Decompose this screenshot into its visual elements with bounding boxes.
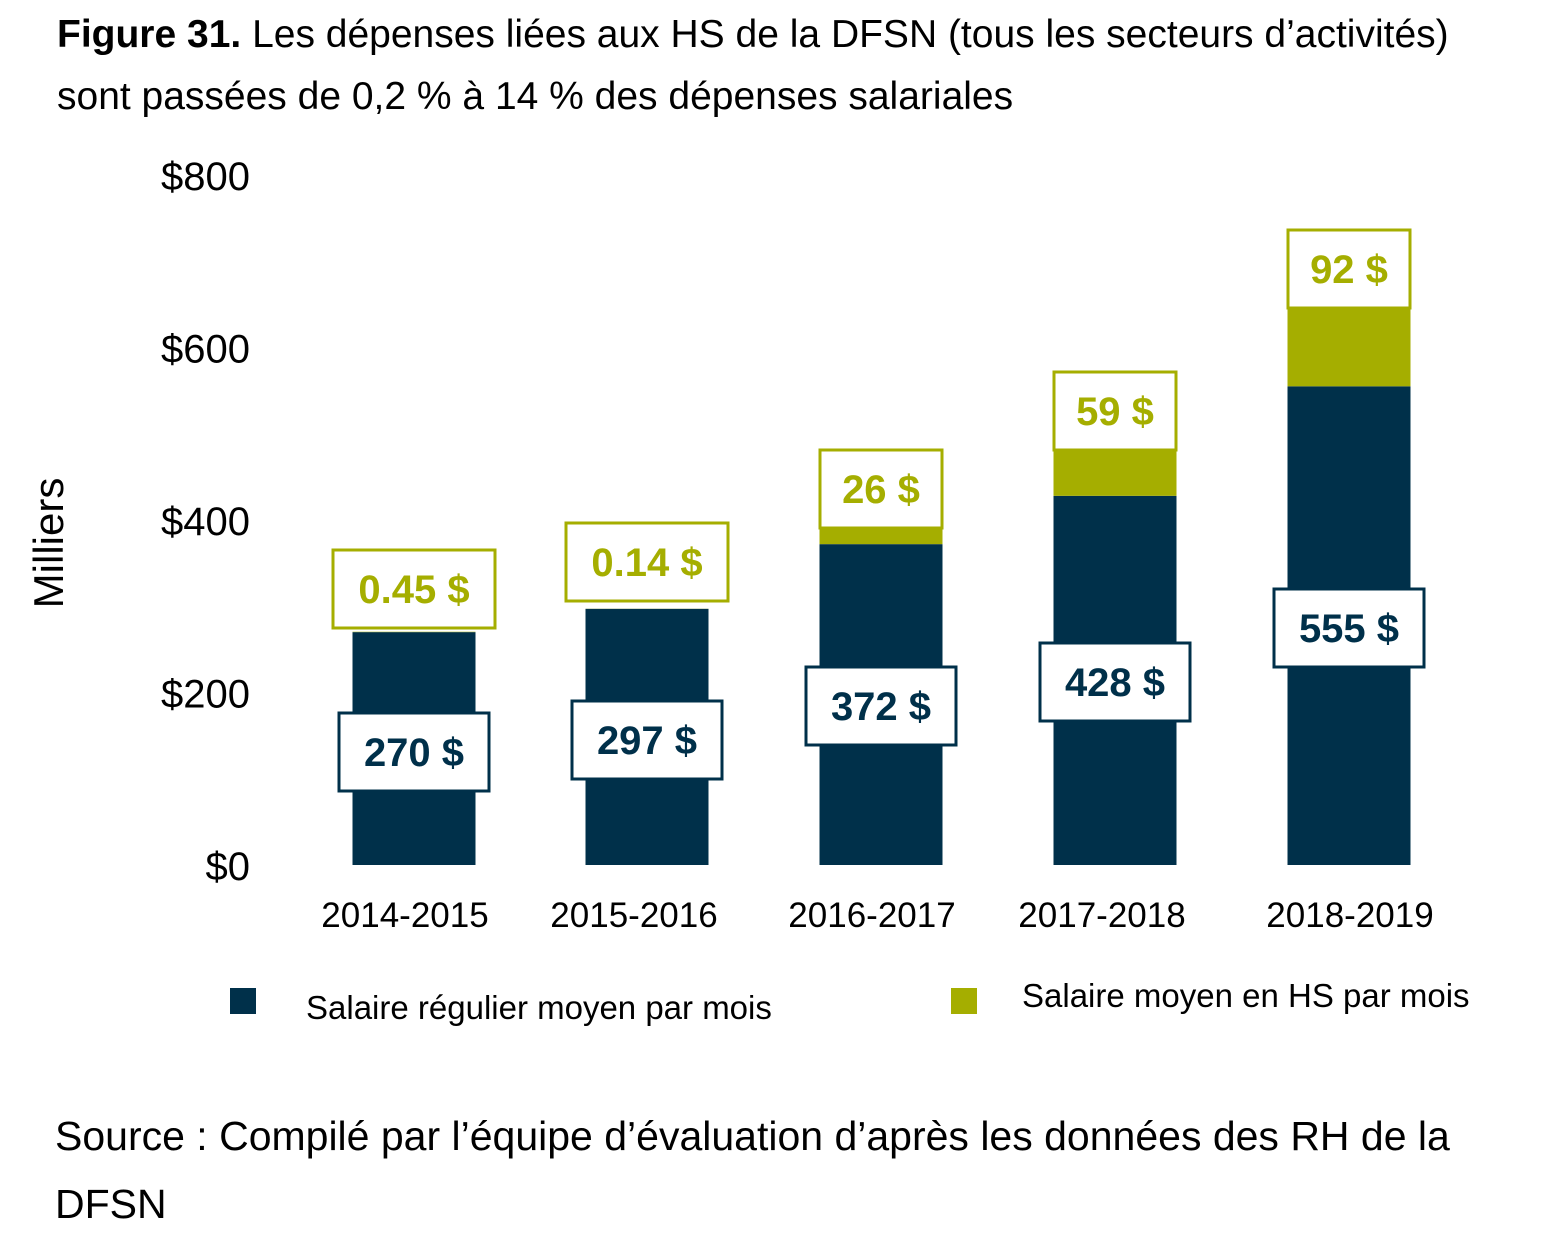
data-label-regular: 372 $ [831, 685, 931, 729]
data-label-overtime: 92 $ [1310, 248, 1388, 292]
data-label-regular: 297 $ [597, 719, 697, 763]
data-label-regular: 428 $ [1065, 661, 1165, 705]
y-tick-label: $800 [161, 155, 250, 199]
source-note: Source : Compilé par l’équipe d’évaluati… [55, 1102, 1495, 1238]
y-axis: $0 $200 $400 $600 $800 [161, 155, 250, 889]
x-tick-label: 2018-2019 [1266, 896, 1433, 935]
data-label-overtime: 0.14 $ [591, 541, 702, 585]
x-tick-label: 2015-2016 [550, 896, 717, 935]
y-tick-label: $0 [206, 845, 251, 889]
y-tick-label: $200 [161, 673, 250, 717]
bar-overtime [1054, 445, 1177, 496]
data-label-overtime: 0.45 $ [358, 568, 469, 612]
y-axis-label: Milliers [25, 478, 72, 609]
x-axis: 2014-2015 2015-2016 2016-2017 2017-2018 2018… [321, 896, 1433, 935]
legend-swatch-overtime [951, 988, 977, 1014]
legend: Salaire régulier moyen par mois Salaire … [230, 977, 1470, 1026]
legend-label-overtime: Salaire moyen en HS par mois [1022, 977, 1470, 1014]
data-label-regular: 270 $ [364, 731, 464, 775]
data-label-overtime: 59 $ [1076, 390, 1154, 434]
bars: 270 $ 0.45 $ 297 $ 0.14 $ 372 $ 26 $ 428 $ 59 $… [333, 230, 1424, 865]
legend-swatch-regular [230, 988, 256, 1014]
y-tick-label: $400 [161, 500, 250, 544]
bar-overtime [1288, 307, 1411, 386]
y-tick-label: $600 [161, 328, 250, 372]
x-tick-label: 2014-2015 [321, 896, 488, 935]
data-label-overtime: 26 $ [842, 468, 920, 512]
x-tick-label: 2016-2017 [788, 896, 955, 935]
legend-label-regular: Salaire régulier moyen par mois [306, 989, 772, 1026]
x-tick-label: 2017-2018 [1018, 896, 1185, 935]
data-label-regular: 555 $ [1299, 607, 1399, 651]
